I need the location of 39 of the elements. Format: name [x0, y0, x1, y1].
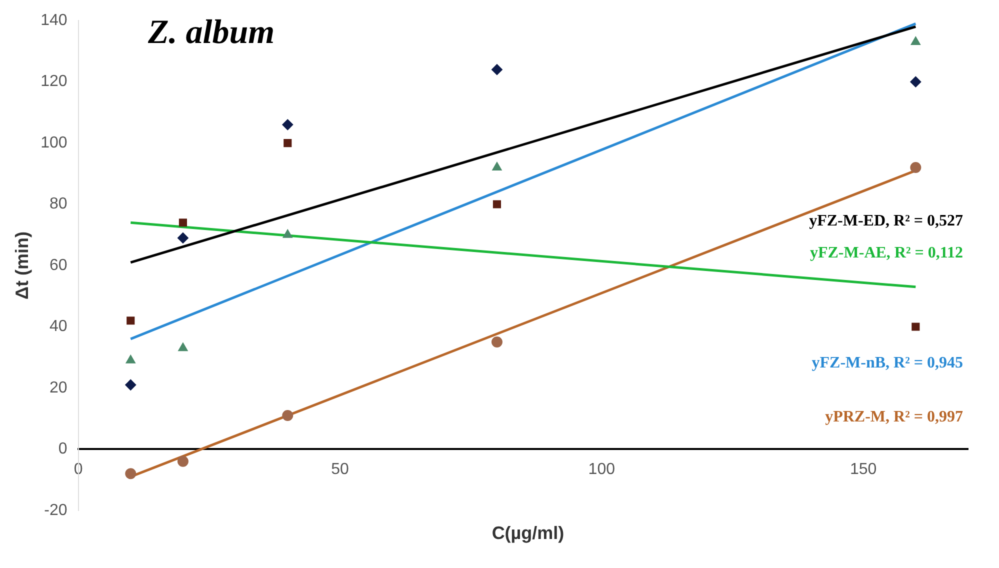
point [910, 76, 922, 88]
point [492, 162, 502, 171]
point [282, 119, 294, 130]
y-tick-label: 140 [40, 12, 68, 30]
point [284, 139, 292, 148]
y-tick-label: 120 [40, 73, 68, 90]
y-tick-label: -20 [44, 502, 68, 519]
point [910, 162, 922, 174]
point [177, 456, 188, 467]
point [282, 410, 294, 421]
point [178, 218, 187, 227]
point [177, 232, 188, 244]
point [491, 336, 502, 348]
text: yPRZ-M, R² = 0,997 [825, 408, 963, 426]
text: yFZ-M-nB, R² = 0,945 [812, 354, 963, 372]
point [492, 200, 502, 208]
point [912, 322, 920, 331]
point [491, 64, 502, 76]
point [910, 36, 920, 46]
y-tick-label: 40 [50, 318, 68, 336]
y-axis-title: Δt (min) [12, 232, 32, 300]
text: yFZ-M-ED, R² = 0,527 [809, 212, 963, 230]
point [126, 316, 135, 325]
x-tick-label: 100 [588, 461, 616, 478]
y-tick-label: 60 [50, 256, 68, 274]
series-label: yFZ-M-AE, R² = 0,112 [810, 244, 963, 262]
point [125, 468, 136, 480]
chart-title: Z. album [148, 14, 275, 52]
point [282, 229, 292, 238]
y-tick-label: 100 [40, 134, 68, 152]
x-tick-label: 150 [850, 461, 877, 478]
point [178, 342, 188, 352]
x-axis-title: C(µg/ml) [490, 523, 566, 544]
y-tick-label: 20 [50, 379, 68, 396]
y-tick-label: 0 [58, 440, 68, 458]
point [125, 379, 136, 390]
point [126, 354, 136, 364]
x-tick-label: 50 [331, 461, 349, 478]
y-tick-label: 80 [50, 196, 68, 213]
